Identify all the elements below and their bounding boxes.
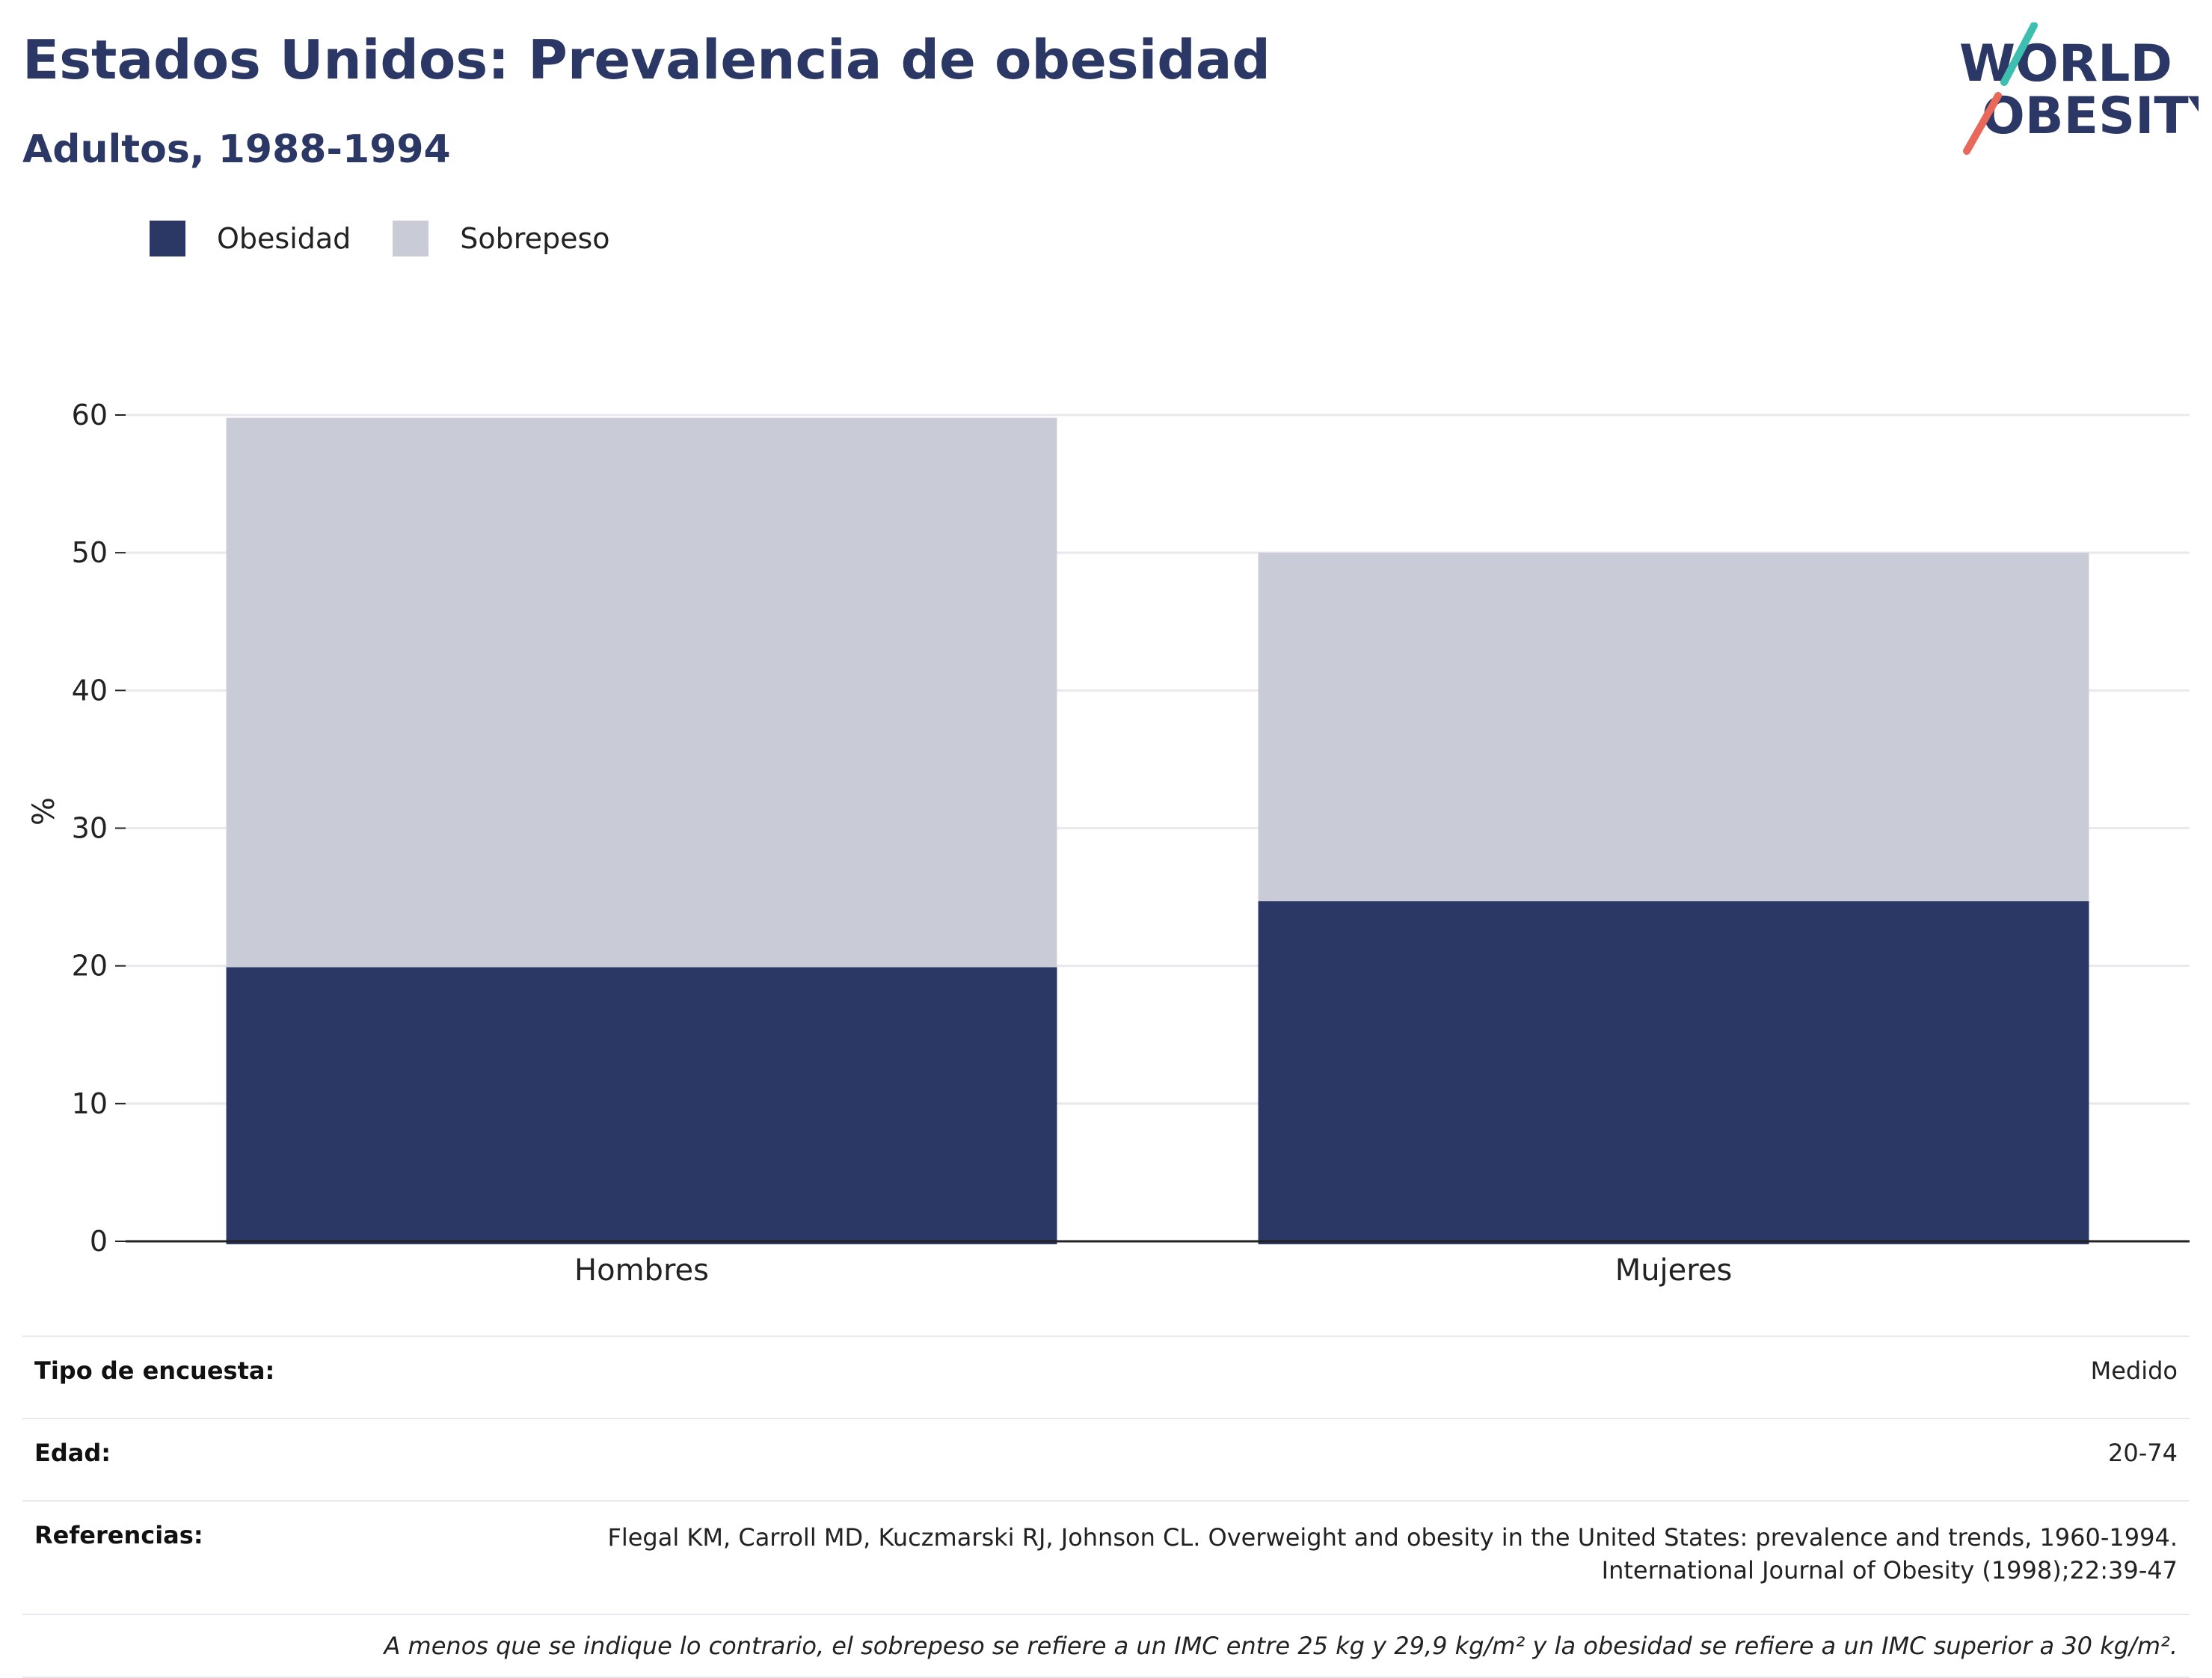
bars [226,417,2089,1244]
x-axis-ticks: Hombres Mujeres [126,1240,2190,1288]
bar-chart: 0 10 20 30 40 50 60 Hombres Mujeres % [27,399,2190,1288]
legend: Obesidad Sobrepeso [150,221,652,256]
age-label: Edad: [34,1439,111,1467]
logo-line2: OBESITY [1982,87,2199,146]
world-obesity-logo: WORLD OBESITY [1944,22,2212,157]
survey-label: Tipo de encuesta: [34,1356,275,1385]
x-tick-label: Hombres [574,1253,709,1288]
chart-title: Estados Unidos: Prevalencia de obesidad [22,28,1271,91]
legend-swatch-obesity [150,221,185,256]
legend-item-obesity[interactable]: Obesidad [150,221,351,256]
y-tick-label: 50 [72,536,108,569]
logo-slash-teal [2000,22,2038,86]
logo-line1: WORLD [1959,34,2172,93]
footer-row-references: Referencias: Flegal KM, Carroll MD, Kucz… [22,1500,2190,1614]
references-line1: Flegal KM, Carroll MD, Kuczmarski RJ, Jo… [607,1523,2178,1552]
y-axis-label: % [27,797,61,826]
footer-row-age: Edad: 20-74 [22,1418,2190,1500]
definition-note: A menos que se indique lo contrario, el … [22,1614,2190,1678]
legend-label-overweight: Sobrepeso [460,222,610,255]
footer-table: Tipo de encuesta: Medido Edad: 20-74 Ref… [22,1336,2190,1678]
references-label: Referencias: [34,1521,203,1549]
references-line2: International Journal of Obesity (1998);… [1601,1556,2178,1585]
x-tick-label: Mujeres [1615,1253,1733,1288]
footer-row-survey: Tipo de encuesta: Medido [22,1336,2190,1418]
references-value: Flegal KM, Carroll MD, Kuczmarski RJ, Jo… [607,1521,2190,1587]
logo-slash-coral [1963,92,2002,155]
y-tick-label: 60 [72,399,108,431]
age-value: 20-74 [2108,1439,2178,1467]
bar-obesity-mujeres[interactable] [1258,901,2089,1244]
legend-swatch-overweight [393,221,429,256]
y-tick-label: 10 [72,1087,108,1120]
y-tick-label: 40 [72,674,108,707]
bar-overweight-hombres[interactable] [226,417,1057,968]
bar-obesity-hombres[interactable] [226,967,1057,1244]
y-axis-ticks: 0 10 20 30 40 50 60 [72,399,126,1258]
bar-overweight-mujeres[interactable] [1258,553,2089,902]
y-tick-label: 0 [90,1225,108,1258]
legend-label-obesity: Obesidad [217,222,351,255]
y-tick-label: 20 [72,950,108,983]
survey-value: Medido [2090,1356,2178,1385]
y-tick-label: 30 [72,812,108,845]
legend-item-overweight[interactable]: Sobrepeso [393,221,610,256]
chart-subtitle: Adultos, 1988-1994 [22,127,451,172]
